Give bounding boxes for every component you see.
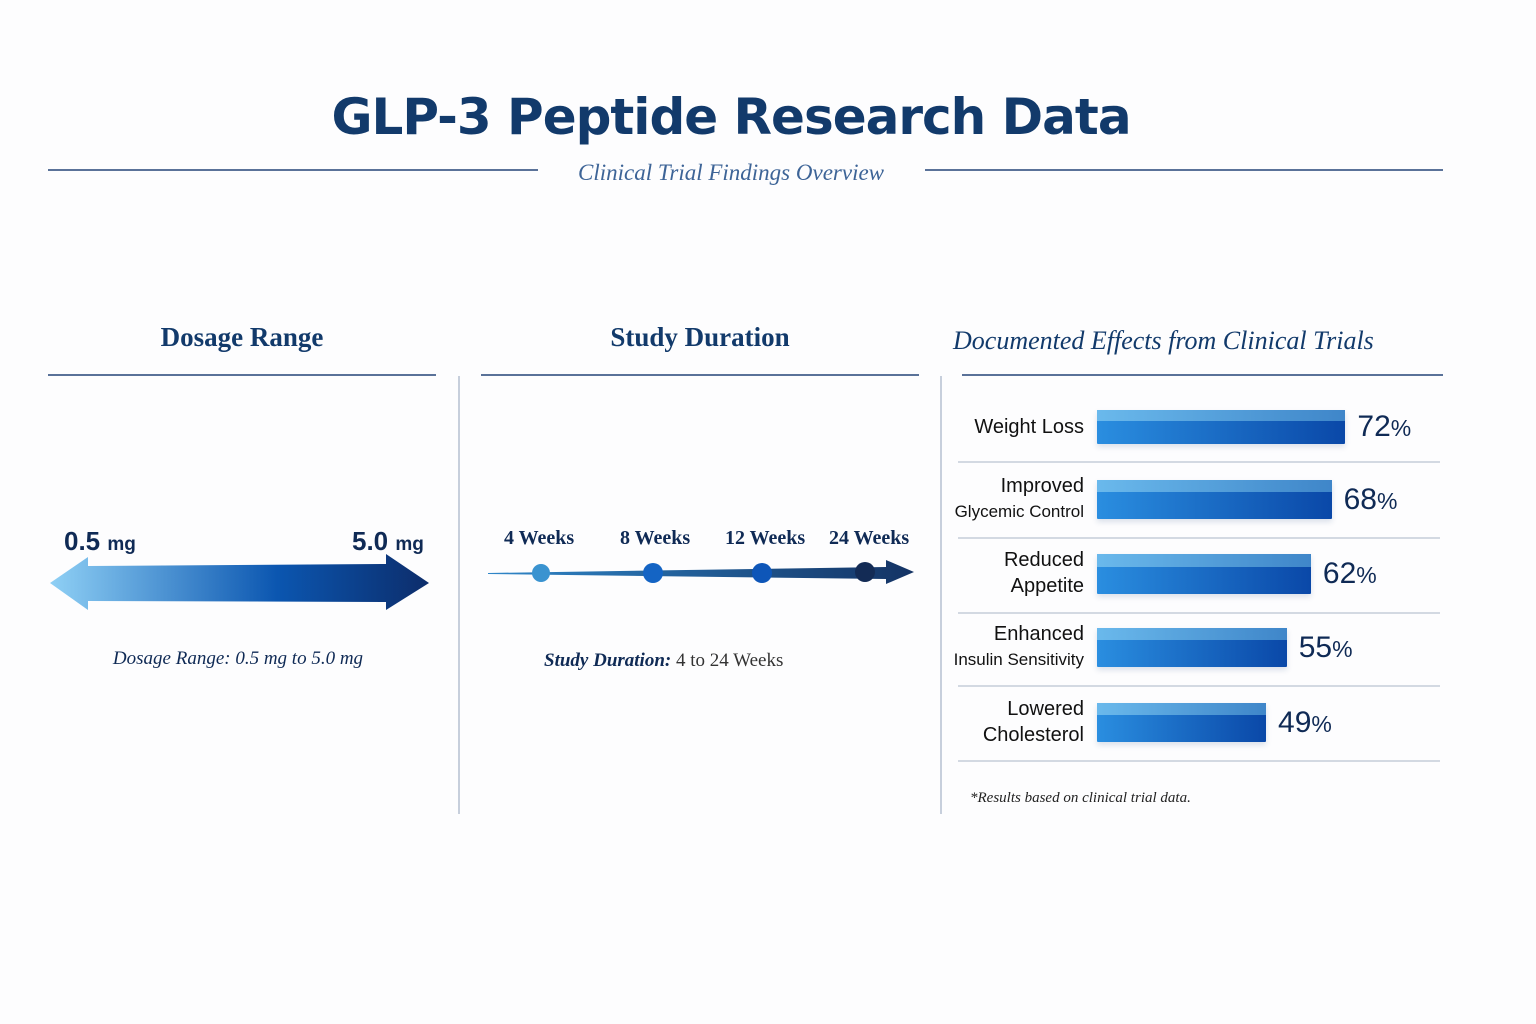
milestone-label: 24 Weeks: [829, 527, 910, 549]
value-number: 49: [1278, 705, 1312, 739]
value-number: 72: [1357, 410, 1391, 443]
dosage-min-unit: mg: [107, 534, 136, 555]
duration-heading: Study Duration: [610, 322, 790, 352]
milestone-dot: [752, 563, 772, 583]
value-number: 62: [1322, 557, 1357, 590]
milestone-label: 12 Weeks: [725, 527, 806, 549]
dosage-max-value: 5.0: [352, 526, 389, 556]
bar-value-label: 72%: [1357, 410, 1411, 444]
divider-2: [940, 376, 942, 814]
bar-value-label: 49%: [1278, 706, 1332, 740]
duration-caption-value: 4 to 24 Weeks: [675, 650, 784, 671]
category-line2: Cholesterol: [982, 723, 1084, 746]
duration-caption: Study Duration: 4 to 24 Weeks: [544, 650, 783, 672]
row-separator: [958, 537, 1440, 539]
page-subtitle: Clinical Trial Findings Overview: [577, 160, 885, 185]
dosage-max-label: 5.0 mg: [352, 526, 424, 557]
dosage-min-label: 0.5 mg: [64, 526, 136, 557]
milestone-dot: [643, 563, 663, 583]
bar-category-label: Weight Loss: [974, 414, 1084, 440]
title-rule-right: [925, 169, 1443, 171]
divider-1: [458, 376, 460, 814]
duration-timeline: [488, 560, 914, 584]
bar-category-label: Lowered Cholesterol: [983, 696, 1084, 748]
effect-bar: [1097, 480, 1332, 519]
value-unit: %: [1311, 710, 1332, 737]
category-line1: Lowered: [1007, 697, 1084, 720]
dosage-rule: [48, 374, 436, 376]
category-line1: Weight Loss: [974, 416, 1084, 438]
category-line1: Reduced: [1003, 549, 1084, 571]
category-line2: Insulin Sensitivity: [953, 649, 1084, 669]
milestone-label: 4 Weeks: [504, 527, 575, 549]
dosage-caption: Dosage Range: 0.5 mg to 5.0 mg: [112, 648, 364, 669]
category-line2: Appetite: [1010, 575, 1084, 597]
duration-caption-label: Study Duration:: [544, 650, 672, 671]
bar-category-label: Reduced Appetite: [1004, 547, 1084, 599]
effect-bar: [1097, 628, 1287, 667]
value-number: 68: [1343, 482, 1377, 516]
effects-footnote: *Results based on clinical trial data.: [970, 790, 1191, 806]
dosage-heading: Dosage Range: [160, 322, 324, 352]
row-separator: [958, 760, 1440, 762]
row-separator: [958, 461, 1440, 463]
value-unit: %: [1376, 487, 1398, 514]
bar-category-label: Enhanced Insulin Sensitivity: [954, 621, 1084, 673]
effect-bar: [1097, 410, 1346, 444]
dosage-min-value: 0.5: [64, 526, 101, 556]
effect-bar: [1097, 703, 1267, 742]
category-line2: Glycemic Control: [954, 501, 1084, 521]
dosage-range-arrow: [50, 554, 429, 610]
bar-value-label: 55%: [1299, 631, 1353, 665]
effect-bar: [1097, 554, 1311, 594]
row-separator: [958, 685, 1440, 687]
title-rule-left: [48, 169, 538, 171]
page-title: GLP-3 Peptide Research Data: [331, 88, 1131, 146]
milestone-dot: [855, 562, 875, 582]
effects-rule: [962, 374, 1443, 376]
bar-value-label: 68%: [1344, 483, 1398, 517]
category-line1: Improved: [1000, 474, 1084, 497]
effects-heading: Documented Effects from Clinical Trials: [953, 326, 1374, 355]
dosage-max-unit: mg: [395, 534, 424, 555]
value-unit: %: [1356, 562, 1377, 588]
category-line1: Enhanced: [993, 622, 1084, 645]
timeline-arrow: [488, 560, 914, 584]
value-number: 55: [1298, 630, 1333, 664]
milestone-label: 8 Weeks: [620, 527, 691, 549]
value-unit: %: [1332, 635, 1353, 662]
bar-value-label: 62%: [1323, 557, 1377, 591]
milestone-dot: [532, 564, 550, 582]
value-unit: %: [1390, 415, 1412, 441]
duration-rule: [481, 374, 919, 376]
bar-category-label: Improved Glycemic Control: [955, 473, 1084, 525]
row-separator: [958, 612, 1440, 614]
